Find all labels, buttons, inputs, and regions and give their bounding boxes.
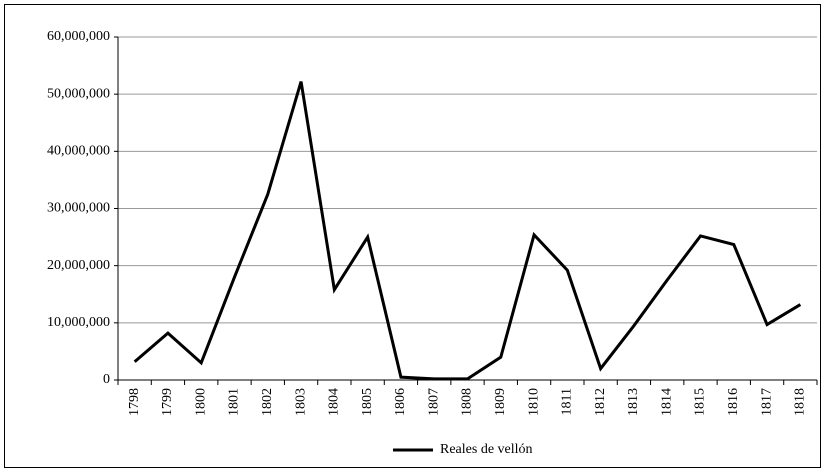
x-tick-label: 1798 xyxy=(127,388,142,416)
x-tick-label: 1803 xyxy=(293,388,308,416)
y-tick-label: 20,000,000 xyxy=(47,258,110,273)
x-tick-label: 1811 xyxy=(560,388,575,415)
y-tick-label: 0 xyxy=(103,372,110,387)
y-tick-label: 30,000,000 xyxy=(47,201,110,216)
y-tick-label: 60,000,000 xyxy=(47,29,110,44)
x-tick-label: 1815 xyxy=(693,388,708,416)
x-tick-label: 1807 xyxy=(426,388,441,416)
x-tick-label: 1808 xyxy=(460,388,475,416)
x-tick-label: 1804 xyxy=(327,388,342,416)
x-tick-label: 1809 xyxy=(493,388,508,416)
x-tick-label: 1812 xyxy=(593,388,608,416)
y-tick-label: 50,000,000 xyxy=(47,86,110,101)
chart-border xyxy=(4,4,821,468)
line-series xyxy=(133,81,802,381)
x-tick-label: 1800 xyxy=(193,388,208,416)
y-tick-label: 10,000,000 xyxy=(47,315,110,330)
x-tick-label: 1810 xyxy=(526,388,541,416)
legend-label: Reales de vellón xyxy=(440,442,533,457)
y-tick-label: 40,000,000 xyxy=(47,144,110,159)
x-tick-label: 1801 xyxy=(227,388,242,416)
x-tick-label: 1818 xyxy=(793,388,808,416)
x-tick-label: 1817 xyxy=(759,388,774,416)
x-tick-label: 1802 xyxy=(260,388,275,416)
x-tick-label: 1813 xyxy=(626,388,641,416)
x-tick-label: 1806 xyxy=(393,388,408,416)
x-tick-label: 1799 xyxy=(160,388,175,416)
x-tick-label: 1805 xyxy=(360,388,375,416)
x-tick-label: 1814 xyxy=(659,388,674,416)
x-tick-label: 1816 xyxy=(726,388,741,416)
